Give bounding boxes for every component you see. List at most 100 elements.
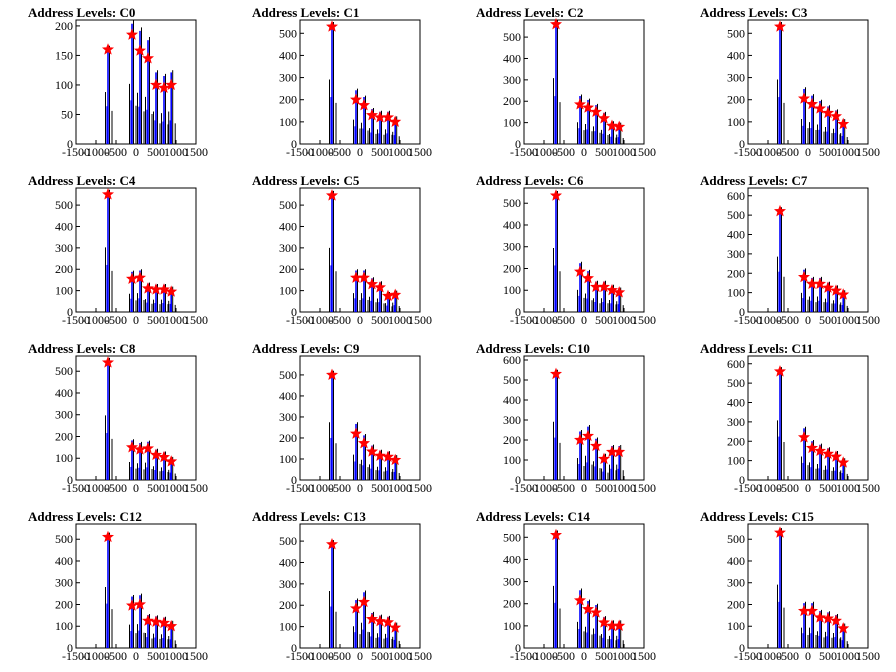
panel-C5: Address Levels: C5-1500-1000-500 0 500 1000… xyxy=(252,173,432,327)
x-tick-label: 1500 xyxy=(184,481,208,495)
plot-frame xyxy=(523,355,645,481)
y-tick-label: 300 xyxy=(279,410,297,424)
x-tick-label: -1500 xyxy=(286,145,314,159)
y-tick-label: 400 xyxy=(503,218,521,232)
y-tick-label: 400 xyxy=(55,219,73,233)
plot-frame xyxy=(75,355,197,481)
x-tick-label: 0 xyxy=(357,145,363,159)
y-tick-label: 300 xyxy=(503,73,521,87)
y-tick-label: 100 xyxy=(279,620,297,634)
x-tick-label: 1500 xyxy=(632,145,656,159)
plot-frame xyxy=(299,523,421,649)
x-tick-label: 500 xyxy=(371,649,389,663)
y-tick-label: 200 xyxy=(279,431,297,445)
peak-marker xyxy=(581,271,595,284)
y-tick-label: 400 xyxy=(55,554,73,568)
y-tick-label: 200 xyxy=(503,261,521,275)
peak-marker xyxy=(613,619,626,631)
x-tick-label: -500 xyxy=(329,313,351,327)
peak-marker xyxy=(149,615,163,627)
x-tick-label: -1000 xyxy=(82,649,110,663)
peak-marker xyxy=(125,28,139,40)
y-tick-label: 500 xyxy=(55,364,73,378)
x-tick-label: 500 xyxy=(147,649,165,663)
peak-marker xyxy=(141,52,155,64)
y-tick-label: 500 xyxy=(503,196,521,210)
x-tick-label: 500 xyxy=(595,313,613,327)
x-tick-label: 1000 xyxy=(164,649,188,663)
y-tick-label: 500 xyxy=(503,30,521,44)
peak-marker xyxy=(589,105,603,118)
y-tick-label: 400 xyxy=(279,219,297,233)
x-tick-label: -1000 xyxy=(754,145,782,159)
peak-marker xyxy=(349,93,363,105)
peak-marker xyxy=(797,270,811,283)
x-tick-label: -500 xyxy=(777,145,799,159)
y-tick-label: 200 xyxy=(55,597,73,611)
x-tick-label: 1000 xyxy=(612,145,636,159)
peak-marker xyxy=(821,447,835,459)
plot-frame xyxy=(299,19,421,145)
plot-frame xyxy=(299,355,421,481)
peak-marker xyxy=(357,271,371,283)
x-tick-label: -500 xyxy=(553,313,575,327)
x-tick-label: -1500 xyxy=(734,145,762,159)
y-tick-label: 0 xyxy=(291,641,297,655)
y-tick-label: 400 xyxy=(727,554,745,568)
y-tick-label: 500 xyxy=(279,368,297,382)
peak-marker xyxy=(389,288,402,301)
y-tick-label: 400 xyxy=(55,386,73,400)
panel-C13: Address Levels: C13-1500-1000-500 0 500 100… xyxy=(252,509,432,663)
y-tick-label: 200 xyxy=(503,597,521,611)
x-tick-label: -1500 xyxy=(62,313,90,327)
x-tick-label: -1500 xyxy=(286,649,314,663)
plot-frame xyxy=(75,187,197,313)
x-tick-label: -1500 xyxy=(62,481,90,495)
x-tick-label: -500 xyxy=(553,649,575,663)
peak-marker xyxy=(613,120,626,133)
x-tick-label: 1000 xyxy=(164,145,188,159)
y-tick-label: 0 xyxy=(515,473,521,487)
y-tick-label: 400 xyxy=(727,396,745,410)
y-tick-label: 200 xyxy=(503,94,521,108)
y-tick-label: 500 xyxy=(55,198,73,212)
x-tick-label: 0 xyxy=(357,649,363,663)
x-tick-label: -1000 xyxy=(306,649,334,663)
peak-marker xyxy=(805,441,819,454)
x-tick-label: 1500 xyxy=(856,481,880,495)
peak-marker xyxy=(573,594,587,606)
peak-marker xyxy=(325,368,339,381)
y-tick-label: 500 xyxy=(503,530,521,544)
x-tick-label: 0 xyxy=(805,649,811,663)
peak-marker xyxy=(605,283,619,296)
x-tick-label: 0 xyxy=(357,481,363,495)
y-tick-label: 600 xyxy=(727,189,745,203)
x-tick-label: -1500 xyxy=(62,145,90,159)
peak-marker xyxy=(613,286,626,298)
y-tick-label: 50 xyxy=(61,107,73,121)
x-tick-label: -500 xyxy=(553,145,575,159)
y-tick-label: 400 xyxy=(279,555,297,569)
x-tick-label: -500 xyxy=(777,313,799,327)
peak-marker xyxy=(829,614,843,626)
x-tick-label: 1500 xyxy=(184,649,208,663)
x-tick-label: 1000 xyxy=(836,145,860,159)
peak-marker xyxy=(357,595,371,608)
x-tick-label: 1000 xyxy=(836,481,860,495)
y-tick-label: 500 xyxy=(279,198,297,212)
x-tick-label: 500 xyxy=(371,145,389,159)
y-tick-label: 300 xyxy=(503,575,521,589)
peak-marker xyxy=(365,277,379,290)
peak-marker xyxy=(157,450,171,463)
y-tick-label: 100 xyxy=(727,286,745,300)
y-tick-label: 300 xyxy=(55,408,73,422)
panel-title: Address Levels: C1 xyxy=(252,5,359,20)
panel-C9: Address Levels: C9-1500-1000-500 0 500 1000… xyxy=(252,341,432,495)
peak-marker xyxy=(389,621,402,633)
y-tick-label: 100 xyxy=(503,283,521,297)
x-tick-label: 500 xyxy=(147,145,165,159)
panel-title: Address Levels: C12 xyxy=(28,509,142,524)
peak-marker xyxy=(837,456,850,468)
peak-marker xyxy=(133,271,147,283)
